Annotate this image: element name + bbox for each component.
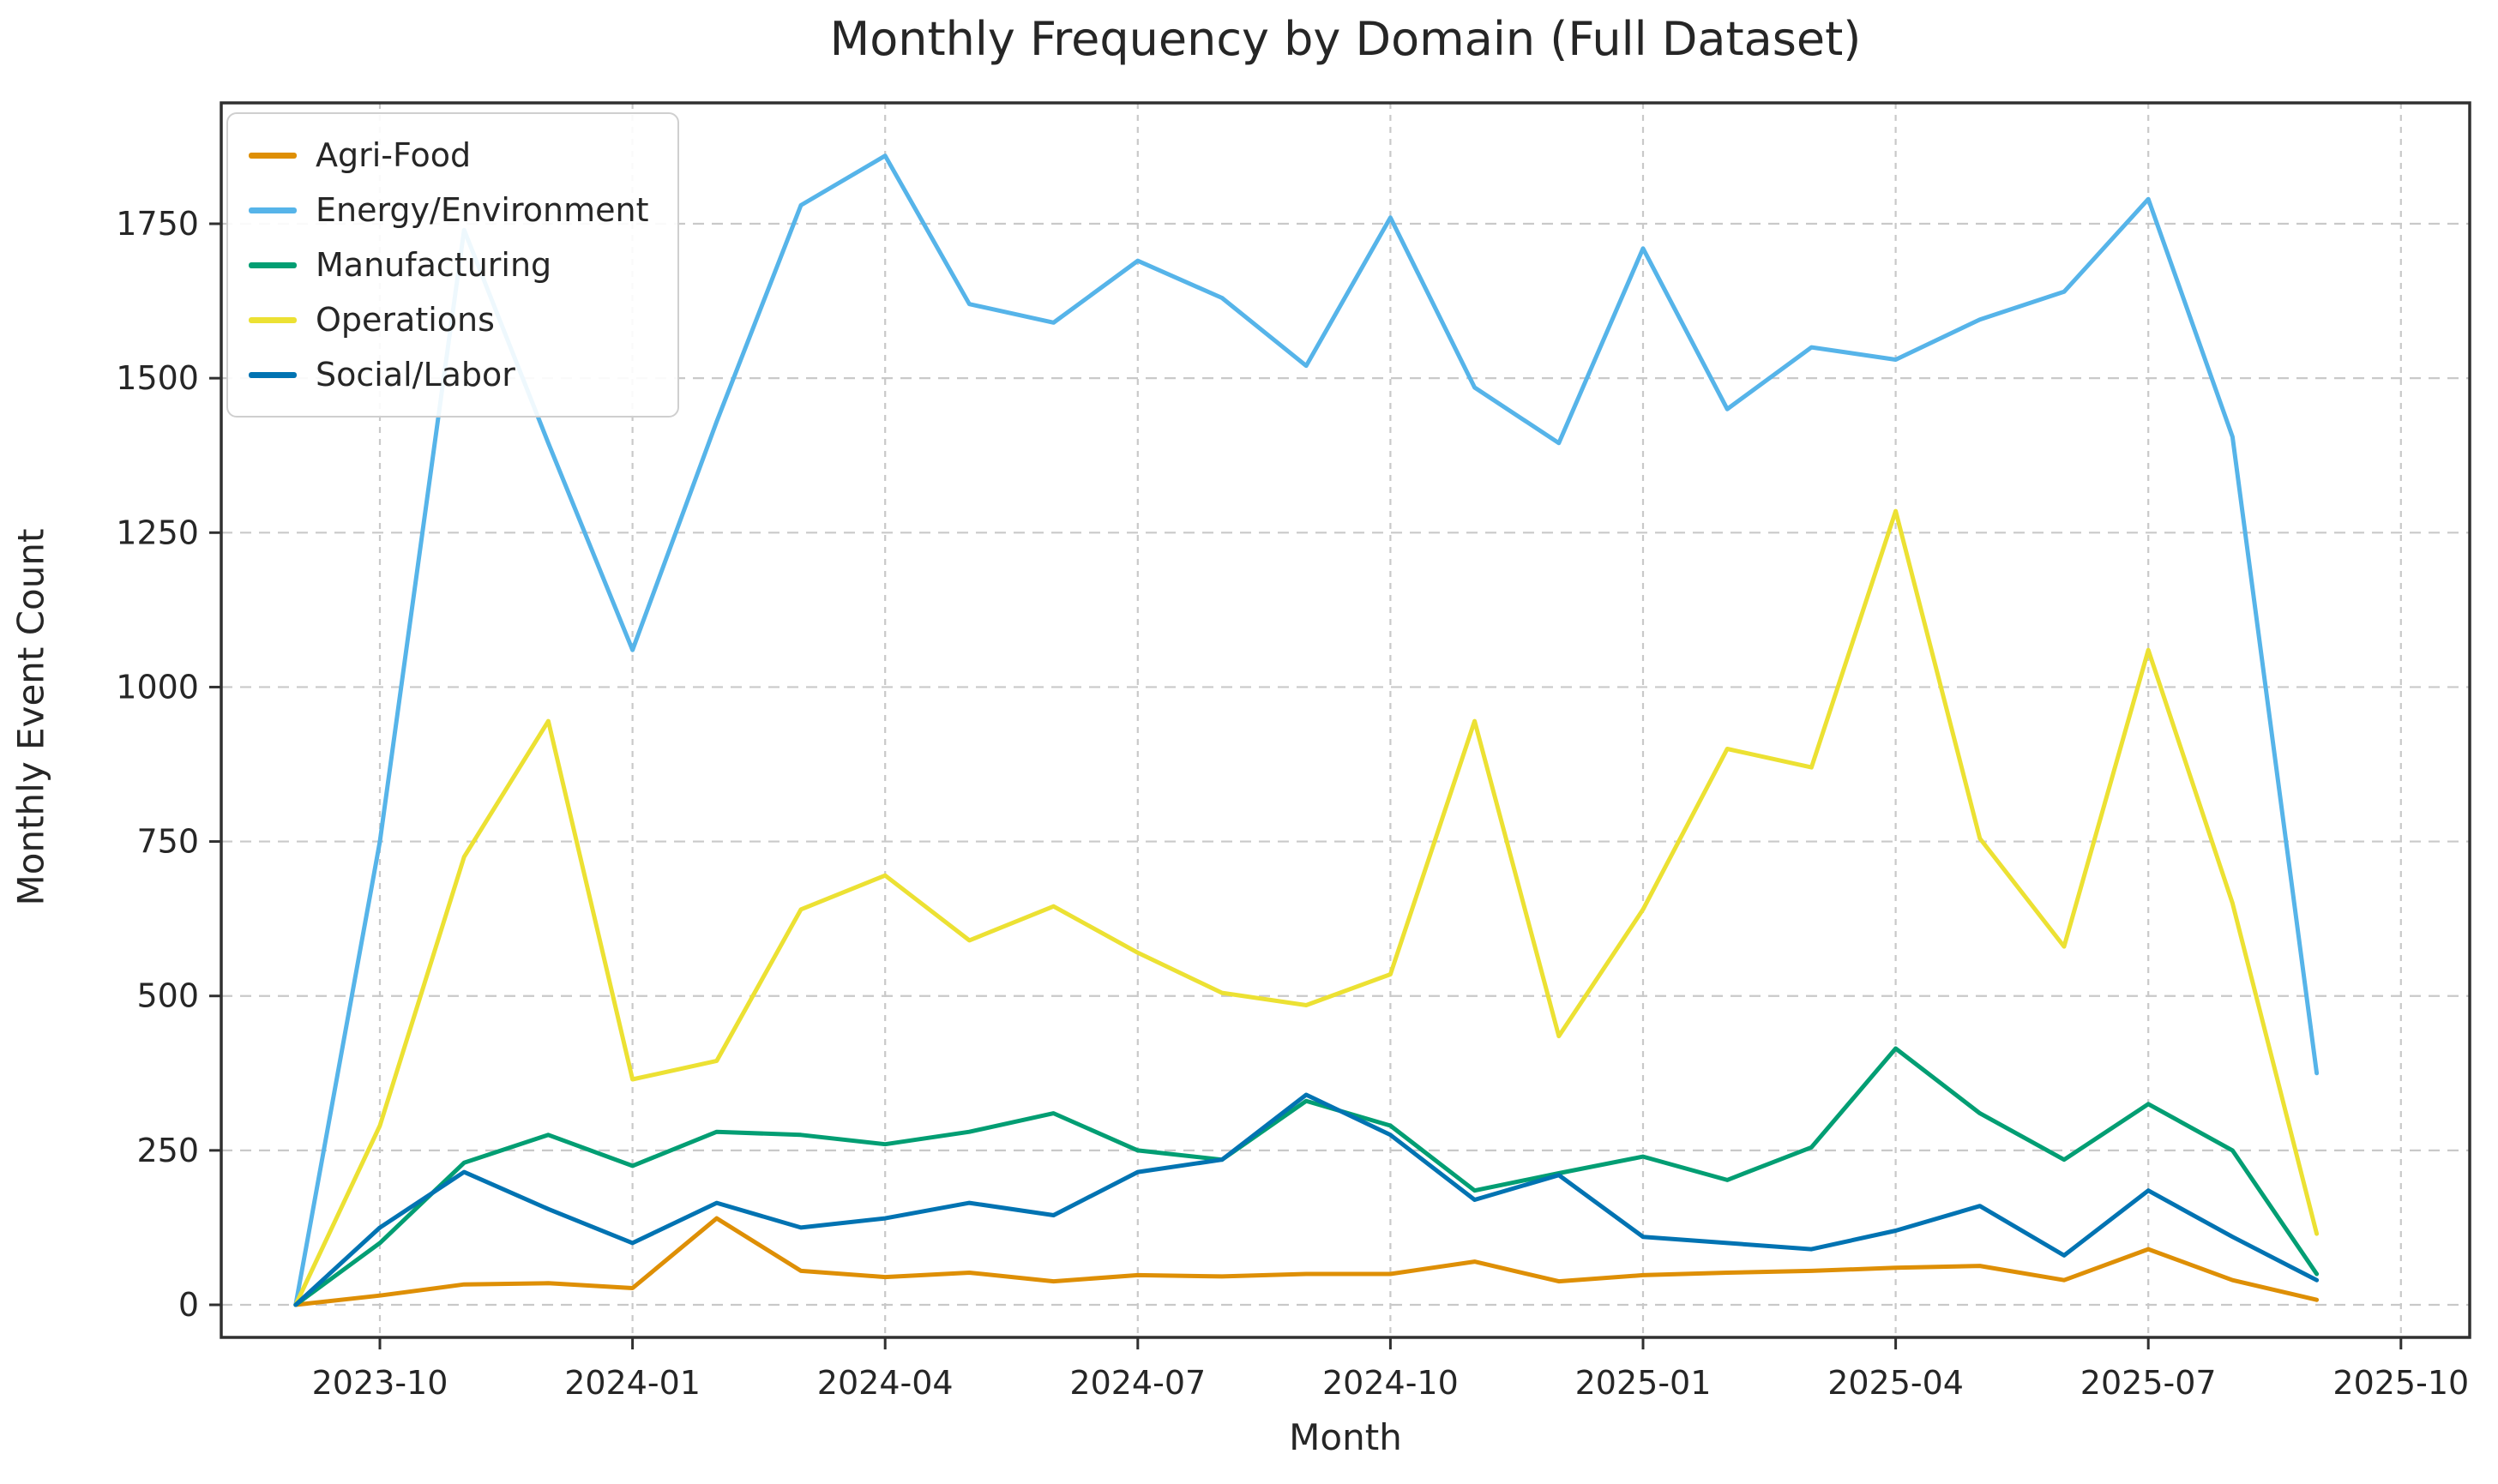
legend-item-social-labor: Social/Labor <box>249 347 648 402</box>
x-tick-label: 2024-07 <box>1069 1364 1206 1402</box>
chart-title: Monthly Frequency by Domain (Full Datase… <box>829 12 1862 66</box>
legend-line-swatch <box>249 371 297 378</box>
x-tick-label: 2024-10 <box>1322 1364 1459 1402</box>
x-tick-label: 2025-01 <box>1575 1364 1712 1402</box>
legend-item-label: Operations <box>316 301 495 339</box>
y-tick-label: 0 <box>178 1286 199 1324</box>
x-tick-label: 2024-04 <box>817 1364 954 1402</box>
series-line-energy-environment <box>293 153 2320 1307</box>
y-tick-label: 1000 <box>116 668 199 706</box>
plot-border <box>220 101 2471 1339</box>
legend-item-energy-environment: Energy/Environment <box>249 183 648 237</box>
legend-item-label: Agri-Food <box>316 136 472 174</box>
legend-item-manufacturing: Manufacturing <box>249 237 648 292</box>
legend-item-agri-food: Agri-Food <box>249 128 648 183</box>
series-line-agri-food <box>293 1216 2320 1307</box>
y-axis-label: Monthly Event Count <box>9 528 52 906</box>
legend-item-label: Social/Labor <box>316 356 515 394</box>
legend-item-label: Manufacturing <box>316 246 552 284</box>
series-line-operations <box>293 508 2320 1307</box>
y-tick-label: 500 <box>136 977 199 1015</box>
x-tick-label: 2023-10 <box>312 1364 448 1402</box>
legend: Agri-Food Energy/Environment Manufacturing… <box>226 112 680 418</box>
y-tick-label: 750 <box>136 823 199 861</box>
x-axis-label: Month <box>1289 1416 1402 1458</box>
legend-line-swatch <box>249 316 297 323</box>
y-tick-label: 1500 <box>116 359 199 397</box>
legend-item-label: Energy/Environment <box>316 191 649 229</box>
x-tick-label: 2025-04 <box>1827 1364 1964 1402</box>
y-tick-label: 1250 <box>116 514 199 551</box>
legend-item-operations: Operations <box>249 292 648 347</box>
legend-line-swatch <box>249 152 297 159</box>
x-tick-label: 2024-01 <box>564 1364 701 1402</box>
series-line-manufacturing <box>293 1046 2320 1307</box>
y-tick-label: 250 <box>136 1132 199 1169</box>
y-tick-label: 1750 <box>116 205 199 243</box>
x-tick-label: 2025-10 <box>2332 1364 2469 1402</box>
x-tick-label: 2025-07 <box>2080 1364 2217 1402</box>
series-line-social-labor <box>293 1092 2320 1307</box>
legend-line-swatch <box>249 261 297 268</box>
legend-line-swatch <box>249 207 297 213</box>
